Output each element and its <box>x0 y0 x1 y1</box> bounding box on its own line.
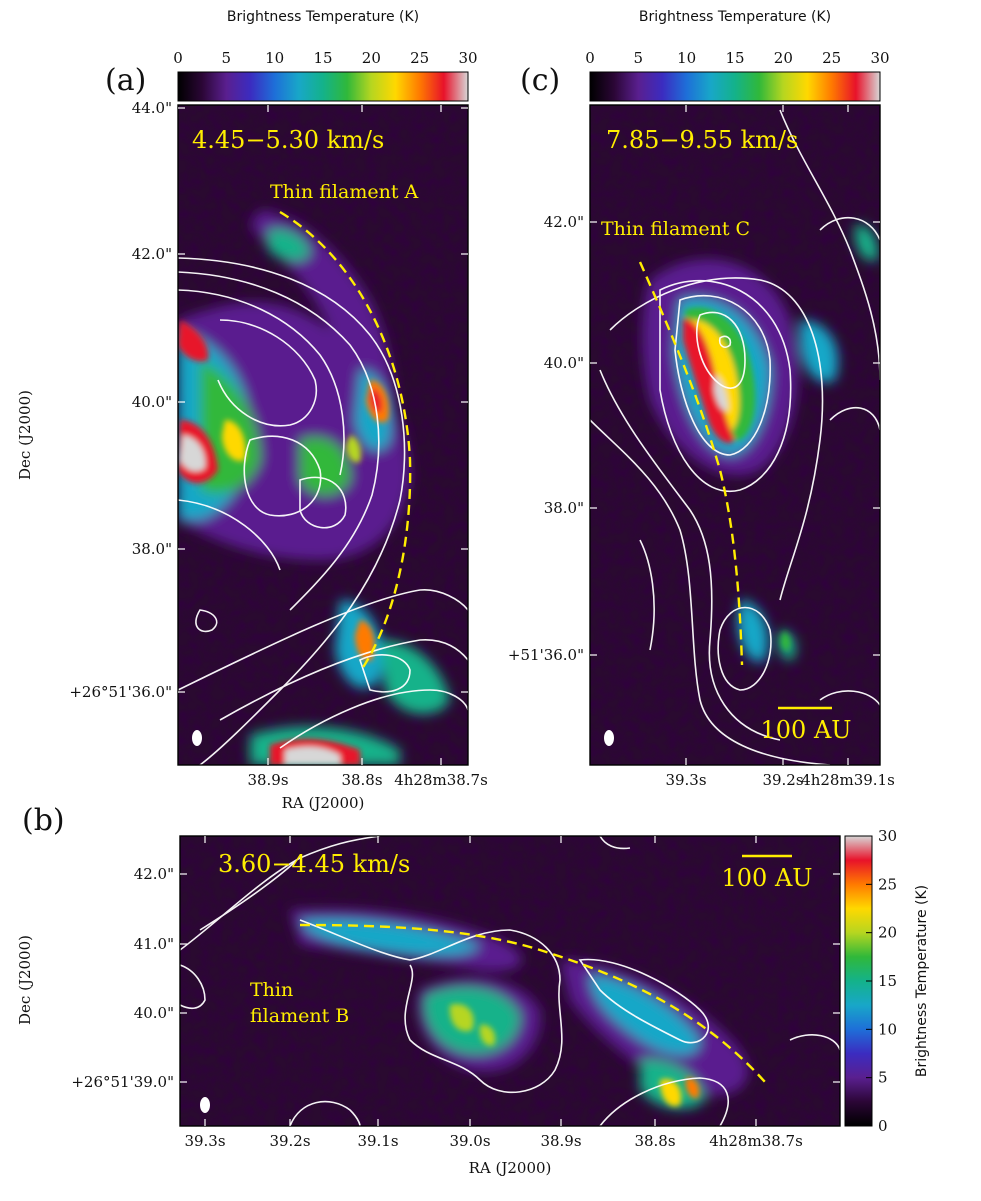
colorbar-c-gradient <box>589 71 881 102</box>
axis-c-ytick-label: 40.0" <box>544 354 584 372</box>
filament-a-dashed <box>279 210 412 673</box>
axis-c-xtick-label: 4h28m39.1s <box>801 771 895 789</box>
ticks-a: 38.9s 38.8s 4h28m38.7s 44.0" 42.0" 40.0" 38.0"… <box>69 99 487 789</box>
colorbar-a-label: Brightness Temperature (K) <box>227 9 419 25</box>
axis-b-ytick-label: 40.0" <box>134 1004 174 1022</box>
colorbar-a-tick-label: 25 <box>410 49 429 67</box>
colorbar-b-ticks: 0 5 10 15 20 25 30 <box>866 827 897 1135</box>
scalebar-c-label: 100 AU <box>761 716 852 744</box>
colorbar-c-tick-label: 10 <box>677 49 696 67</box>
axis-b-ytick-label: 41.0" <box>134 935 174 953</box>
panel-c: (c) Brightness Temperature (K) 0 5 10 15 20 2… <box>508 9 895 789</box>
ylabel-b: Dec (J2000) <box>16 935 34 1025</box>
colorbar-b-tick-label: 10 <box>878 1020 897 1038</box>
colorbar-c-tick-label: 20 <box>774 49 793 67</box>
axis-b-xtick-label: 39.3s <box>184 1132 225 1150</box>
colorbar-b: 0 5 10 15 20 25 30 Brightness Temperature (K) <box>844 827 930 1135</box>
beam-a <box>192 730 202 746</box>
colorbar-c-tick-label: 5 <box>634 49 644 67</box>
colorbar-a-tick-label: 5 <box>222 49 232 67</box>
map-a: 4.45−5.30 km/s Thin filament A <box>178 105 468 765</box>
map-c: 7.85−9.55 km/s Thin filament C 100 AU <box>590 105 880 765</box>
axis-a-ytick-label: 42.0" <box>132 245 172 263</box>
colorbar-b-tick-label: 15 <box>878 972 897 990</box>
colorbar-b-tick-label: 25 <box>878 875 897 893</box>
axis-b-xtick-label: 39.1s <box>357 1132 398 1150</box>
panel-b-label: (b) <box>22 803 65 838</box>
axis-a-ytick-label: 40.0" <box>132 393 172 411</box>
axis-a-xtick-label: 4h28m38.7s <box>394 771 488 789</box>
axis-a-ytick-label: 44.0" <box>132 99 172 117</box>
axis-b-xtick-label: 38.9s <box>540 1132 581 1150</box>
frame-c <box>589 104 881 766</box>
axis-a-ytick-label: +26°51'36.0" <box>69 683 172 701</box>
velocity-label-c: 7.85−9.55 km/s <box>606 126 798 154</box>
annotation-b-line2: filament B <box>250 1005 349 1027</box>
velocity-label-b: 3.60−4.45 km/s <box>218 850 410 878</box>
colorbar-a-tick-label: 0 <box>173 49 183 67</box>
colorbar-c-label: Brightness Temperature (K) <box>639 9 831 25</box>
colorbar-b-tick-label: 5 <box>878 1069 888 1087</box>
axis-a-xtick-label: 38.8s <box>341 771 382 789</box>
panel-a: (a) Brightness Temperature (K) 0 5 10 15 20 2… <box>16 9 488 812</box>
axis-b-xtick-label: 39.2s <box>269 1132 310 1150</box>
velocity-label-a: 4.45−5.30 km/s <box>192 126 384 154</box>
panel-a-label: (a) <box>105 63 146 98</box>
colorbar-a-gradient <box>177 71 469 102</box>
colorbar-a: Brightness Temperature (K) 0 5 10 15 20 25 30 <box>173 9 478 102</box>
colorbar-c: Brightness Temperature (K) 0 5 10 15 20 25 30 <box>585 9 890 102</box>
map-b: 3.60−4.45 km/s Thin filament B 100 AU <box>180 836 840 1126</box>
frame-b <box>179 835 841 1127</box>
colorbar-c-tick-label: 30 <box>870 49 889 67</box>
colorbar-b-tick-label: 20 <box>878 924 897 942</box>
xlabel-b: RA (J2000) <box>469 1159 552 1177</box>
axis-b-ytick-label: 42.0" <box>134 865 174 883</box>
colorbar-a-tick-label: 30 <box>458 49 477 67</box>
axis-a-xtick-label: 38.9s <box>247 771 288 789</box>
scalebar-b-label: 100 AU <box>722 864 813 892</box>
colorbar-a-tick-label: 20 <box>362 49 381 67</box>
frame-a <box>177 104 469 766</box>
annotation-b-line1: Thin <box>250 979 293 1001</box>
beam-c <box>604 730 614 746</box>
axis-a-ytick-label: 38.0" <box>132 540 172 558</box>
panel-c-label: (c) <box>520 63 560 98</box>
axis-c-ytick-label: 42.0" <box>544 213 584 231</box>
axis-b-xtick-label: 38.8s <box>634 1132 675 1150</box>
axis-b-ytick-label: +26°51'39.0" <box>71 1073 174 1091</box>
colorbar-b-tick-label: 0 <box>878 1117 888 1135</box>
axis-c-ytick-label: +51'36.0" <box>508 646 584 664</box>
colorbar-a-tick-label: 15 <box>313 49 332 67</box>
colorbar-a-tick-label: 10 <box>265 49 284 67</box>
colorbar-c-tick-label: 25 <box>822 49 841 67</box>
axis-b-xtick-label: 39.0s <box>449 1132 490 1150</box>
xlabel-a: RA (J2000) <box>282 794 365 812</box>
colorbar-c-ticks: 0 5 10 15 20 25 30 <box>585 49 890 77</box>
annotation-c: Thin filament C <box>601 218 750 240</box>
axis-c-xtick-label: 39.2s <box>762 771 803 789</box>
panel-b: (b) <box>16 803 930 1177</box>
axis-b-xtick-label: 4h28m38.7s <box>709 1132 803 1150</box>
colorbar-c-tick-label: 0 <box>585 49 595 67</box>
colorbar-b-label: Brightness Temperature (K) <box>914 885 930 1077</box>
filament-c-dashed <box>638 261 744 666</box>
ylabel-a: Dec (J2000) <box>16 390 34 480</box>
beam-b <box>200 1097 210 1113</box>
ticks-b: 39.3s 39.2s 39.1s 39.0s 38.9s 38.8s 4h28m38.7s… <box>71 836 840 1150</box>
colorbar-b-tick-label: 30 <box>878 827 897 845</box>
axis-c-xtick-label: 39.3s <box>665 771 706 789</box>
axis-c-ytick-label: 38.0" <box>544 499 584 517</box>
filament-b-dashed <box>299 923 766 1083</box>
colorbar-c-tick-label: 15 <box>725 49 744 67</box>
annotation-a: Thin filament A <box>270 181 419 203</box>
